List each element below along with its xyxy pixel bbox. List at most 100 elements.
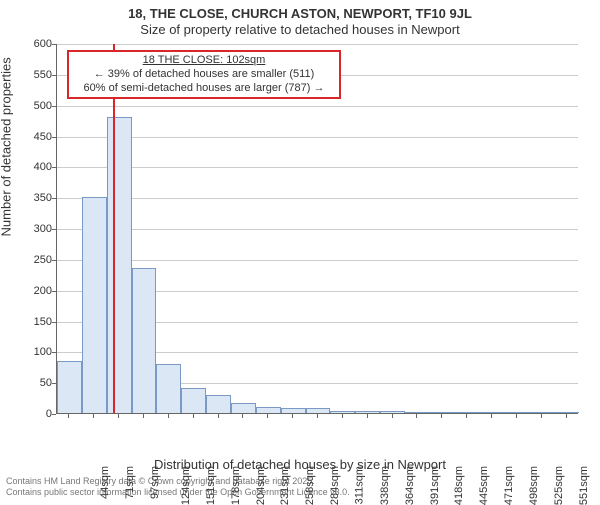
y-tick-mark xyxy=(52,291,56,292)
y-axis-label: Number of detached properties xyxy=(0,57,14,236)
y-tick-mark xyxy=(52,75,56,76)
y-tick-label: 150 xyxy=(12,316,52,328)
histogram-bar xyxy=(281,408,306,413)
x-tick-mark xyxy=(143,414,144,418)
x-tick-mark xyxy=(516,414,517,418)
x-tick-mark xyxy=(367,414,368,418)
marker-annotation: 18 THE CLOSE: 102sqm ← 39% of detached h… xyxy=(67,50,341,99)
y-tick-mark xyxy=(52,106,56,107)
histogram-bar xyxy=(405,412,430,413)
plot-area: 18 THE CLOSE: 102sqm ← 39% of detached h… xyxy=(56,44,578,414)
y-tick-label: 50 xyxy=(12,377,52,389)
annotation-line2: ← 39% of detached houses are smaller (51… xyxy=(75,68,333,82)
x-tick-mark xyxy=(68,414,69,418)
y-tick-mark xyxy=(52,322,56,323)
y-tick-mark xyxy=(52,414,56,415)
x-tick-label: 44sqm xyxy=(99,466,111,499)
x-tick-label: 71sqm xyxy=(124,466,136,499)
y-tick-mark xyxy=(52,167,56,168)
marker-line xyxy=(113,44,115,413)
x-tick-mark xyxy=(342,414,343,418)
x-tick-label: 391sqm xyxy=(429,466,441,505)
x-tick-mark xyxy=(168,414,169,418)
histogram-bar xyxy=(231,403,256,413)
grid-line xyxy=(57,44,578,45)
x-tick-mark xyxy=(541,414,542,418)
x-tick-label: 311sqm xyxy=(353,466,365,504)
grid-line xyxy=(57,198,578,199)
histogram-bar xyxy=(480,412,505,413)
histogram-bar xyxy=(430,412,455,413)
y-tick-label: 300 xyxy=(12,223,52,235)
y-tick-label: 100 xyxy=(12,346,52,358)
histogram-chart: 18, THE CLOSE, CHURCH ASTON, NEWPORT, TF… xyxy=(0,0,600,500)
x-tick-mark xyxy=(242,414,243,418)
x-tick-label: 258sqm xyxy=(304,466,316,505)
y-tick-mark xyxy=(52,198,56,199)
x-tick-mark xyxy=(466,414,467,418)
x-tick-mark xyxy=(193,414,194,418)
x-tick-label: 498sqm xyxy=(528,466,540,505)
x-tick-mark xyxy=(392,414,393,418)
x-tick-mark xyxy=(317,414,318,418)
histogram-bar xyxy=(355,411,380,413)
x-tick-label: 124sqm xyxy=(180,466,192,505)
x-tick-label: 204sqm xyxy=(255,466,267,505)
histogram-bar xyxy=(504,412,529,413)
x-tick-mark xyxy=(218,414,219,418)
x-tick-label: 231sqm xyxy=(280,466,292,505)
x-tick-label: 471sqm xyxy=(503,466,515,505)
x-tick-mark xyxy=(491,414,492,418)
annotation-line1: 18 THE CLOSE: 102sqm xyxy=(75,54,333,68)
x-tick-label: 525sqm xyxy=(553,466,565,505)
x-tick-label: 551sqm xyxy=(578,466,590,505)
histogram-bar xyxy=(107,117,132,413)
x-tick-mark xyxy=(292,414,293,418)
y-tick-mark xyxy=(52,352,56,353)
x-tick-mark xyxy=(267,414,268,418)
y-tick-label: 0 xyxy=(12,408,52,420)
histogram-bar xyxy=(306,408,331,413)
grid-line xyxy=(57,106,578,107)
y-tick-label: 200 xyxy=(12,285,52,297)
histogram-bar xyxy=(132,268,157,413)
y-tick-mark xyxy=(52,44,56,45)
footer-attribution: Contains HM Land Registry data © Crown c… xyxy=(6,476,350,498)
x-tick-mark xyxy=(441,414,442,418)
grid-line xyxy=(57,229,578,230)
x-tick-label: 97sqm xyxy=(149,466,161,499)
histogram-bar xyxy=(330,411,355,413)
y-tick-mark xyxy=(52,229,56,230)
x-tick-label: 445sqm xyxy=(478,466,490,505)
histogram-bar xyxy=(57,361,82,413)
histogram-bar xyxy=(82,197,107,413)
histogram-bar xyxy=(181,388,206,413)
histogram-bar xyxy=(455,412,480,413)
chart-title-address: 18, THE CLOSE, CHURCH ASTON, NEWPORT, TF… xyxy=(0,6,600,21)
x-tick-mark xyxy=(566,414,567,418)
chart-title-subtitle: Size of property relative to detached ho… xyxy=(0,22,600,37)
x-tick-mark xyxy=(118,414,119,418)
y-tick-label: 500 xyxy=(12,100,52,112)
y-tick-label: 250 xyxy=(12,254,52,266)
x-tick-label: 338sqm xyxy=(379,466,391,505)
histogram-bar xyxy=(206,395,231,414)
x-tick-label: 178sqm xyxy=(230,466,242,505)
y-tick-label: 400 xyxy=(12,161,52,173)
x-tick-label: 284sqm xyxy=(329,466,341,505)
x-tick-mark xyxy=(416,414,417,418)
grid-line xyxy=(57,137,578,138)
y-tick-label: 550 xyxy=(12,69,52,81)
histogram-bar xyxy=(554,412,579,413)
histogram-bar xyxy=(256,407,281,413)
grid-line xyxy=(57,167,578,168)
x-tick-label: 151sqm xyxy=(205,466,217,505)
y-tick-mark xyxy=(52,137,56,138)
histogram-bar xyxy=(156,364,181,413)
y-tick-label: 600 xyxy=(12,38,52,50)
y-tick-label: 350 xyxy=(12,192,52,204)
footer-line1: Contains HM Land Registry data © Crown c… xyxy=(6,476,350,487)
y-tick-mark xyxy=(52,260,56,261)
histogram-bar xyxy=(529,412,554,413)
x-tick-mark xyxy=(93,414,94,418)
